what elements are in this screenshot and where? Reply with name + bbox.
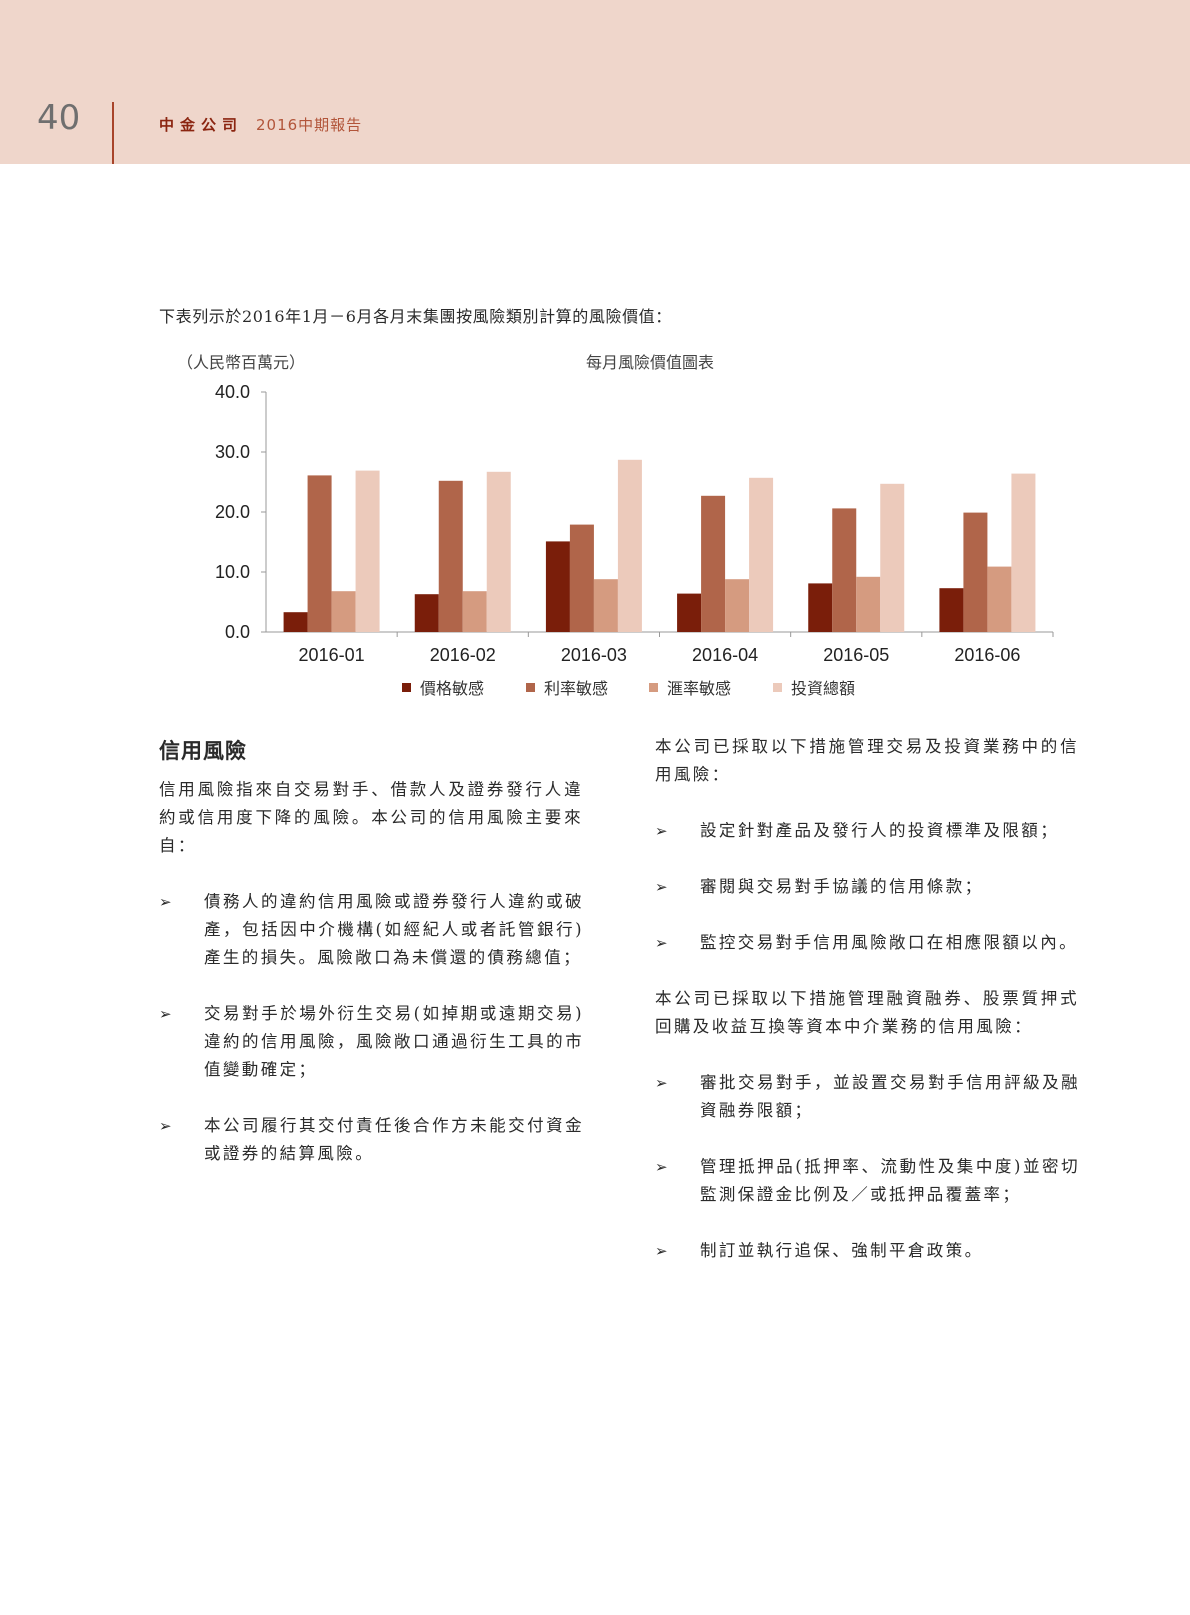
x-tick-label: 2016-04: [692, 645, 758, 665]
bullet-text: 本公司履行其交付責任後合作方未能交付資金或證券的結算風險。: [204, 1116, 584, 1163]
bar-2016-04-3: [725, 579, 750, 632]
var-chart: （人民幣百萬元） 每月風險價值圖表 0.0 10.0 20.0 30.0 40.0 201…: [177, 354, 1054, 698]
bar-2016-04-4: [749, 477, 774, 632]
bullet-text: 審閱與交易對手協議的信用條款；: [700, 877, 984, 896]
bar-2016-02-3: [462, 591, 487, 632]
y-axis-unit-label: （人民幣百萬元）: [177, 354, 305, 372]
y-tick-label: 0.0: [225, 622, 250, 642]
arrow-bullet-icon: ➢: [159, 1005, 172, 1023]
x-tick-label: 2016-05: [823, 645, 889, 665]
legend-label: 價格敏感: [420, 680, 484, 698]
legend-label: 滙率敏感: [667, 680, 731, 698]
bar-2016-01-3: [331, 591, 356, 632]
bar-2016-03-1: [545, 541, 570, 632]
bullet-text: 設定針對產品及發行人的投資標準及限額；: [700, 821, 1060, 840]
arrow-bullet-icon: ➢: [159, 1117, 172, 1135]
bar-2016-06-3: [987, 566, 1012, 632]
bar-2016-05-4: [880, 483, 905, 632]
bullet-text: 審批交易對手，並設置交易對手信用評級及融資融券限額；: [700, 1073, 1080, 1120]
arrow-bullet-icon: ➢: [655, 934, 668, 952]
y-tick-label: 20.0: [215, 502, 250, 522]
x-tick-label: 2016-06: [954, 645, 1020, 665]
page-number: 40: [37, 98, 81, 138]
legend-swatch: [649, 683, 658, 692]
arrow-bullet-icon: ➢: [655, 1242, 668, 1260]
y-tick-label: 40.0: [215, 382, 250, 402]
legend-swatch: [402, 683, 411, 692]
legend-label: 投資總額: [791, 680, 855, 698]
bar-2016-04-1: [677, 593, 702, 632]
y-tick-label: 30.0: [215, 442, 250, 462]
credit-risk-paragraph: 信用風險指來自交易對手、借款人及證券發行人違約或信用度下降的風險。本公司的信用風…: [159, 780, 583, 855]
page-header: 40 中金公司 2016中期報告: [0, 0, 1190, 164]
bar-2016-01-4: [355, 470, 380, 632]
bar-2016-02-2: [438, 480, 463, 632]
x-tick-label: 2016-03: [561, 645, 627, 665]
bar-2016-05-3: [856, 576, 881, 632]
bullet-text: 制訂並執行追保、強制平倉政策。: [700, 1241, 984, 1260]
bullet-text: 監控交易對手信用風險敞口在相應限額以內。: [700, 933, 1078, 952]
bar-2016-06-2: [963, 512, 988, 632]
trading-measures-paragraph: 本公司已採取以下措施管理交易及投資業務中的信用風險：: [655, 737, 1079, 784]
bar-2016-05-1: [808, 583, 833, 632]
arrow-bullet-icon: ➢: [159, 893, 172, 911]
bar-2016-03-4: [617, 459, 642, 632]
arrow-bullet-icon: ➢: [655, 822, 668, 840]
bar-2016-02-4: [486, 471, 511, 632]
x-tick-label: 2016-02: [430, 645, 496, 665]
arrow-bullet-icon: ➢: [655, 878, 668, 896]
credit-risk-heading: 信用風險: [159, 738, 247, 763]
bullet-text: 交易對手於場外衍生交易(如掉期或遠期交易)違約的信用風險，風險敞口通過衍生工具的…: [204, 1004, 584, 1079]
brand-name: 中金公司: [159, 116, 244, 134]
chart-title: 每月風險價值圖表: [586, 354, 714, 372]
report-title: 2016中期報告: [256, 116, 363, 134]
bar-2016-04-2: [701, 495, 726, 632]
bullet-text: 管理抵押品(抵押率、流動性及集中度)並密切監測保證金比例及／或抵押品覆蓋率；: [700, 1157, 1080, 1204]
legend-label: 利率敏感: [544, 680, 608, 698]
chart-intro: 下表列示於2016年1月－6月各月末集團按風險類別計算的風險價值：: [159, 307, 672, 326]
arrow-bullet-icon: ➢: [655, 1074, 668, 1092]
bullet-text: 債務人的違約信用風險或證券發行人違約或破產，包括因中介機構(如經紀人或者託管銀行…: [204, 892, 584, 967]
bar-2016-06-4: [1011, 473, 1036, 632]
legend-swatch: [526, 683, 535, 692]
bar-2016-03-2: [569, 524, 594, 632]
bar-2016-03-3: [593, 579, 618, 632]
capital-intermediary-paragraph: 本公司已採取以下措施管理融資融券、股票質押式回購及收益互換等資本中介業務的信用風…: [655, 989, 1079, 1036]
bar-2016-06-1: [939, 588, 964, 632]
arrow-bullet-icon: ➢: [655, 1158, 668, 1176]
legend-swatch: [773, 683, 782, 692]
x-tick-label: 2016-01: [299, 645, 365, 665]
bar-2016-02-1: [414, 594, 439, 632]
y-tick-label: 10.0: [215, 562, 250, 582]
bar-2016-05-2: [832, 508, 857, 632]
header-divider: [112, 102, 114, 164]
bar-2016-01-2: [307, 475, 332, 632]
bar-2016-01-1: [283, 612, 308, 632]
